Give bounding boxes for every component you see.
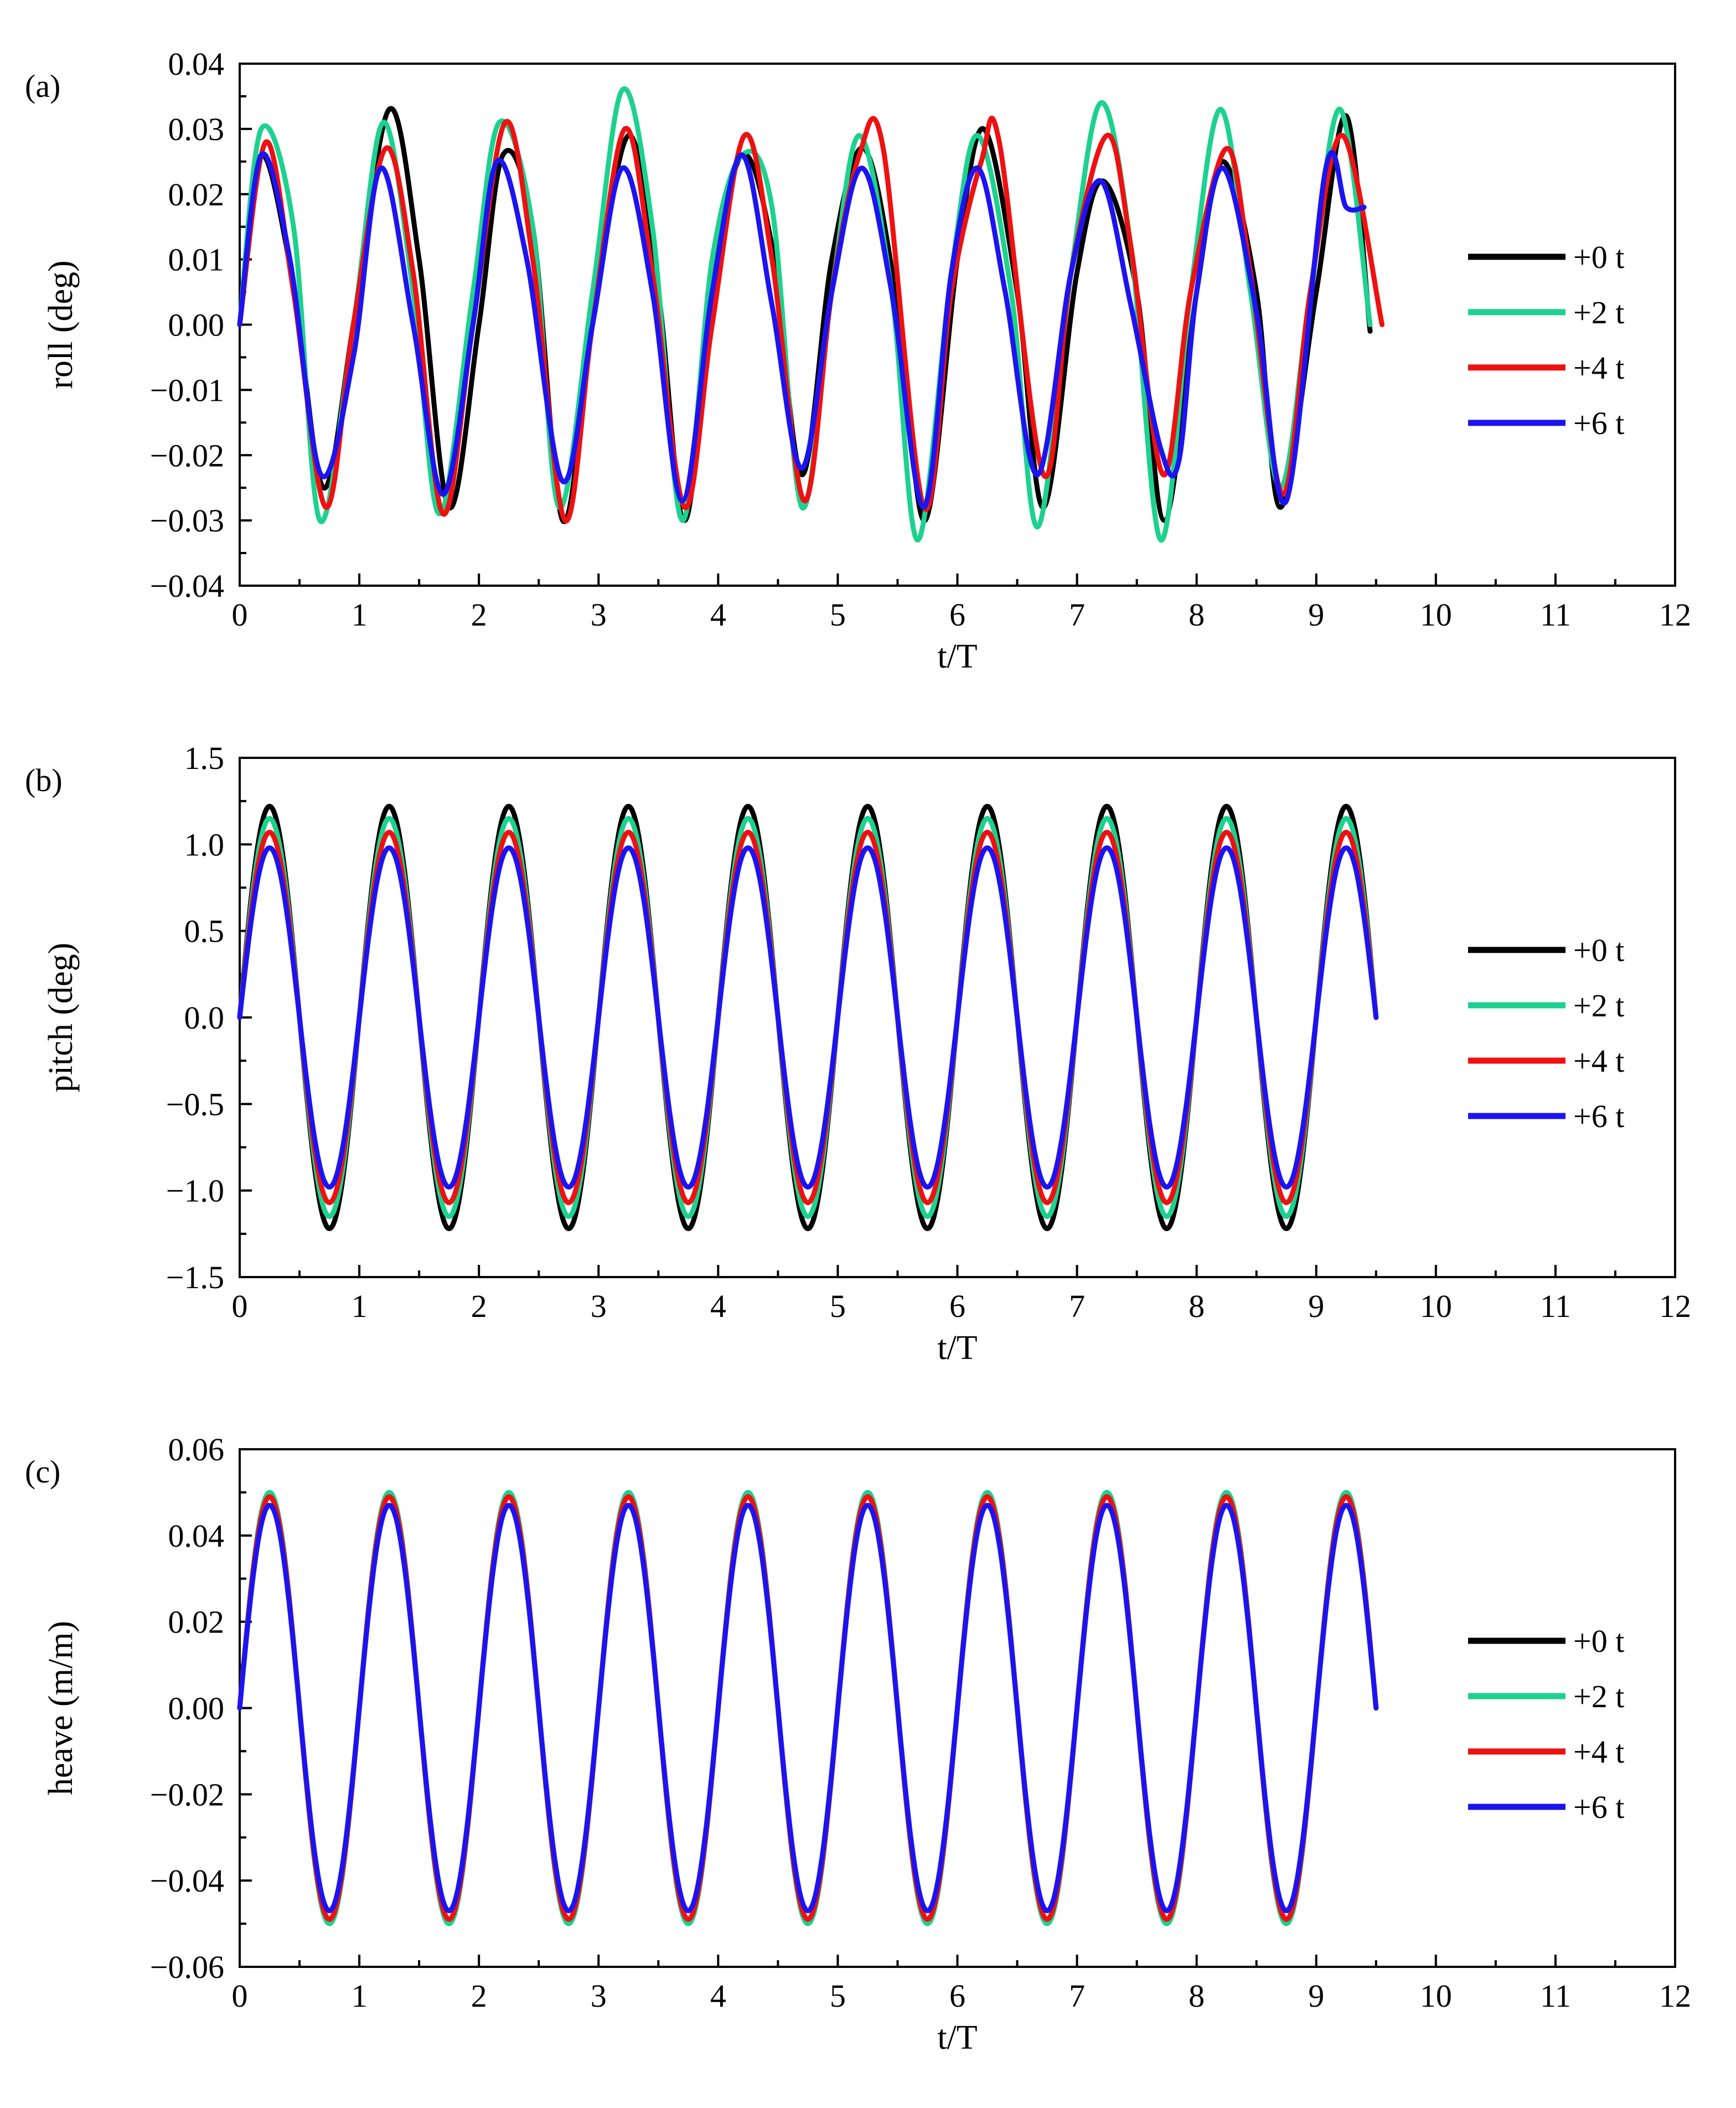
x-tick-label: 7 [1069,1978,1085,2014]
x-tick-label: 8 [1189,1978,1205,2014]
x-tick-label: 6 [949,1978,965,2014]
y-tick-label: 0.00 [168,307,225,343]
x-tick-label: 4 [710,1978,726,2014]
y-tick-label: −0.04 [150,1863,224,1899]
x-tick-label: 12 [1659,597,1691,633]
x-tick-label: 1 [352,1288,368,1324]
y-tick-label: 0.06 [168,1432,225,1468]
x-tick-label: 9 [1308,597,1324,633]
legend-label: +2 t [1573,294,1624,330]
panel-tag: (a) [25,68,60,104]
y-tick-label: −0.02 [150,437,224,473]
x-tick-label: 11 [1540,597,1571,633]
x-tick-label: 2 [471,1978,487,2014]
series-line-2tt [237,1490,1379,1926]
y-axis-title: roll (deg) [42,260,80,389]
y-tick-label: −0.01 [150,372,224,408]
x-tick-label: 11 [1540,1978,1571,2014]
y-tick-label: −1.0 [166,1173,224,1209]
legend-label: +0 t [1573,1623,1624,1659]
x-tick-label: 0 [232,1288,248,1324]
y-tick-label: −1.5 [166,1259,224,1295]
y-tick-label: 0.02 [168,177,225,213]
y-tick-label: −0.02 [150,1776,224,1812]
x-axis-title: t/T [937,1329,977,1367]
y-tick-label: 1.5 [184,740,225,776]
x-tick-label: 7 [1069,1288,1085,1324]
series-line-4tt [237,830,1379,1206]
legend-label: +6 t [1573,1789,1624,1825]
x-tick-label: 3 [591,1978,607,2014]
x-tick-label: 3 [591,1288,607,1324]
legend-label: +6 t [1573,405,1624,441]
panel-b: 0 1 2 3 4 5 6 7 8 9 10 11 121.51.00.50.0−0.5−1.0−1.5… [25,740,1691,1367]
x-tick-label: 6 [949,597,965,633]
x-tick-label: 6 [949,1288,965,1324]
x-tick-label: 8 [1189,597,1205,633]
x-tick-label: 0 [232,1978,248,2014]
x-tick-label: 4 [710,1288,726,1324]
x-tick-label: 2 [471,1288,487,1324]
x-tick-label: 5 [830,1978,846,2014]
series-line-4tt [237,116,1385,524]
x-tick-label: 0 [232,597,248,633]
y-tick-label: 0.0 [184,1000,225,1036]
x-tick-label: 10 [1420,1288,1452,1324]
legend-label: +6 t [1573,1098,1624,1134]
x-tick-label: 5 [830,597,846,633]
x-tick-label: 9 [1308,1288,1324,1324]
y-axis-title: pitch (deg) [42,943,80,1092]
series-line-4tt [237,1494,1379,1922]
x-tick-label: 10 [1420,1978,1452,2014]
x-axis-title: t/T [937,638,977,675]
x-tick-label: 10 [1420,597,1452,633]
series-line-6tt [237,150,1367,510]
panel-tag: (b) [25,762,63,798]
legend-label: +2 t [1573,1678,1624,1714]
x-axis-title: t/T [937,2019,977,2057]
x-tick-label: 12 [1659,1288,1691,1324]
y-tick-label: 1.0 [184,826,225,862]
y-tick-label: 0.04 [168,46,225,82]
x-tick-label: 1 [352,1978,368,2014]
y-tick-label: 0.01 [168,242,225,278]
y-tick-label: −0.03 [150,503,224,539]
legend-label: +0 t [1573,932,1624,968]
legend-label: +4 t [1573,1734,1624,1770]
legend-label: +2 t [1573,988,1624,1024]
y-tick-label: 0.5 [184,913,225,949]
x-tick-label: 4 [710,597,726,633]
y-tick-label: 0.02 [168,1604,225,1640]
x-tick-label: 12 [1659,1978,1691,2014]
series-line-0tt [237,804,1379,1231]
series-line-6tt [237,845,1379,1190]
series-line-0tt [237,1494,1379,1922]
y-tick-label: 0.00 [168,1691,225,1727]
legend-label: +4 t [1573,1043,1624,1079]
series-line-6tt [237,1502,1379,1914]
panel-a: 0 1 2 3 4 5 6 7 8 9 10 11 120.040.030.020.010.00−0.0… [25,46,1691,675]
x-tick-label: 7 [1069,597,1085,633]
y-axis-title: heave (m/m) [42,1621,80,1795]
plot-frame [239,63,1676,587]
legend-label: +4 t [1573,350,1624,386]
x-tick-label: 11 [1540,1288,1571,1324]
y-tick-label: 0.04 [168,1518,225,1554]
x-tick-label: 8 [1189,1288,1205,1324]
x-tick-label: 9 [1308,1978,1324,2014]
x-tick-label: 2 [471,597,487,633]
x-tick-label: 3 [591,597,607,633]
panel-c: 0 1 2 3 4 5 6 7 8 9 10 11 120.060.040.020.00−0.02−0.… [25,1432,1691,2057]
y-tick-label: −0.04 [150,568,224,604]
y-tick-label: 0.03 [168,111,225,147]
x-tick-label: 1 [352,597,368,633]
legend-label: +0 t [1573,239,1624,275]
x-tick-label: 5 [830,1288,846,1324]
panel-tag: (c) [25,1454,60,1490]
series-line-2tt [237,815,1379,1220]
y-tick-label: −0.06 [150,1949,224,1985]
y-tick-label: −0.5 [166,1086,224,1122]
